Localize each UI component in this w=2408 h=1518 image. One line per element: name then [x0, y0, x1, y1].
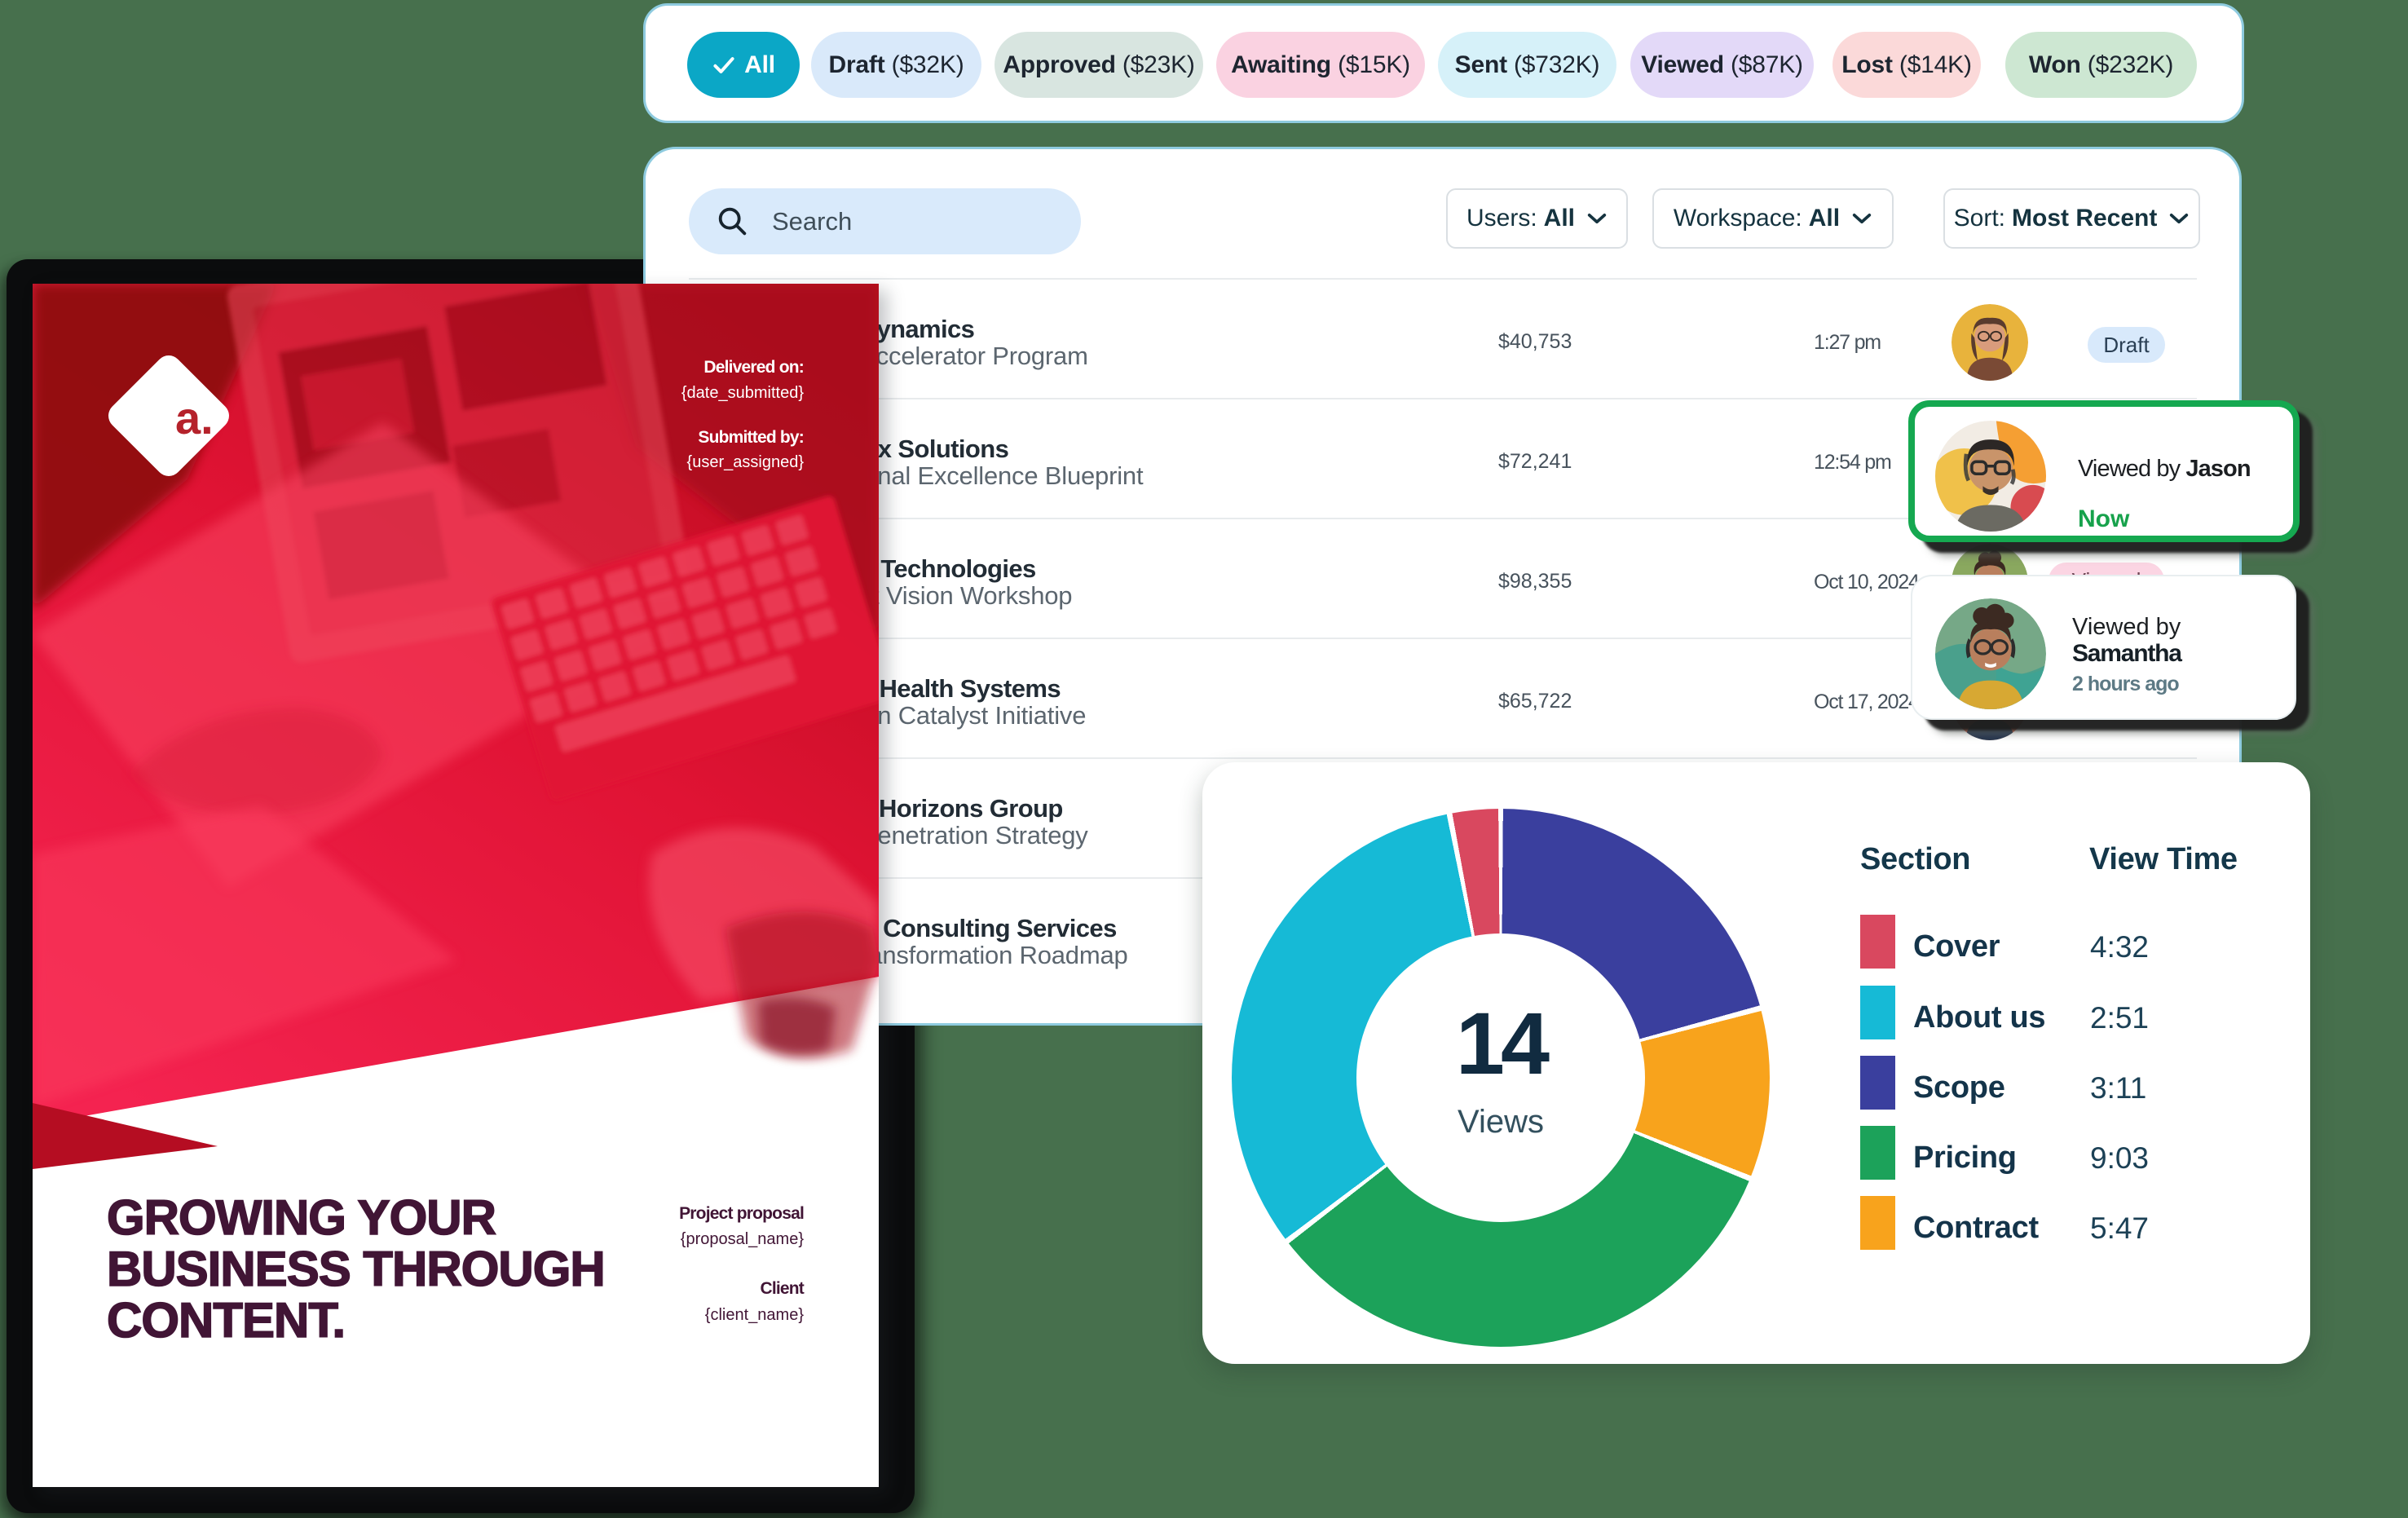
svg-text:a.: a. — [175, 392, 214, 443]
